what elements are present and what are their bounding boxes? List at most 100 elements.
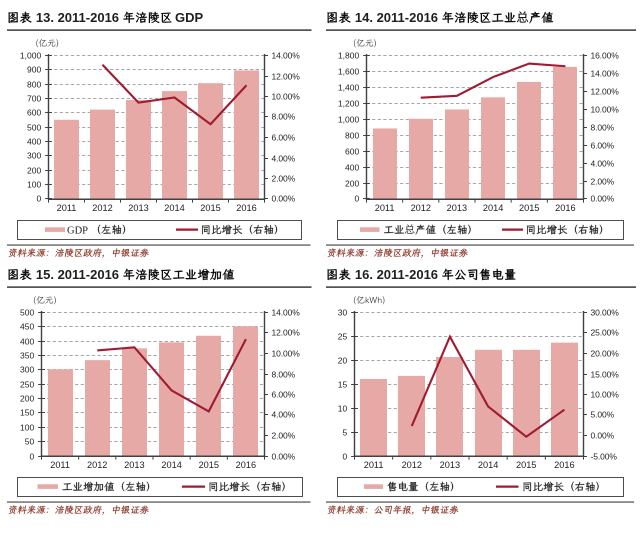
svg-text:10.00%: 10.00% — [591, 105, 620, 115]
svg-text:2012: 2012 — [87, 460, 107, 470]
svg-text:2013: 2013 — [124, 460, 144, 470]
svg-text:14.00%: 14.00% — [272, 308, 301, 318]
svg-text:8.00%: 8.00% — [272, 112, 296, 122]
svg-text:2015: 2015 — [519, 203, 539, 213]
svg-text:2013: 2013 — [128, 203, 148, 213]
svg-text:8.00%: 8.00% — [272, 370, 296, 380]
svg-text:1,800: 1,800 — [338, 51, 360, 61]
svg-text:1,000: 1,000 — [20, 51, 42, 61]
svg-text:900: 900 — [27, 65, 41, 75]
svg-text:14.00%: 14.00% — [591, 69, 620, 79]
svg-text:GDP: GDP — [175, 10, 204, 25]
svg-text:4.00%: 4.00% — [591, 159, 615, 169]
svg-text:350: 350 — [20, 351, 34, 361]
svg-text:2014: 2014 — [164, 203, 184, 213]
svg-text:2011: 2011 — [50, 460, 70, 470]
svg-text:2011: 2011 — [57, 203, 77, 213]
svg-text:20: 20 — [338, 356, 348, 366]
svg-text:10.00%: 10.00% — [272, 349, 301, 359]
svg-text:500: 500 — [20, 308, 34, 318]
svg-text:2014: 2014 — [483, 203, 503, 213]
svg-text:14.00%: 14.00% — [272, 51, 301, 61]
svg-text:600: 600 — [345, 147, 359, 157]
svg-text:16. 2011-2016: 16. 2011-2016 — [355, 267, 438, 282]
svg-text:6.00%: 6.00% — [272, 133, 296, 143]
svg-text:2015: 2015 — [516, 460, 536, 470]
svg-text:1,200: 1,200 — [338, 99, 360, 109]
svg-text:0.00%: 0.00% — [591, 431, 615, 441]
svg-text:10.00%: 10.00% — [591, 390, 620, 400]
svg-text:30.00%: 30.00% — [591, 308, 620, 318]
svg-text:0.00%: 0.00% — [272, 452, 296, 462]
svg-text:5.00%: 5.00% — [591, 410, 615, 420]
svg-text:2015: 2015 — [199, 460, 219, 470]
svg-text:2015: 2015 — [200, 203, 220, 213]
svg-text:4.00%: 4.00% — [272, 154, 296, 164]
svg-text:250: 250 — [20, 380, 34, 390]
svg-text:450: 450 — [20, 322, 34, 332]
svg-text:2013: 2013 — [440, 460, 460, 470]
svg-text:2016: 2016 — [554, 460, 574, 470]
svg-text:25: 25 — [338, 332, 348, 342]
svg-text:2.00%: 2.00% — [272, 174, 296, 184]
svg-text:2.00%: 2.00% — [272, 431, 296, 441]
svg-text:400: 400 — [20, 337, 34, 347]
svg-text:2.00%: 2.00% — [591, 177, 615, 187]
svg-text:13. 2011-2016: 13. 2011-2016 — [36, 10, 119, 25]
svg-text:2014: 2014 — [161, 460, 181, 470]
svg-text:50: 50 — [25, 437, 35, 447]
svg-text:10.00%: 10.00% — [272, 92, 301, 102]
svg-text:0: 0 — [36, 194, 41, 204]
svg-text:2012: 2012 — [92, 203, 112, 213]
svg-text:150: 150 — [20, 408, 34, 418]
svg-text:1,000: 1,000 — [338, 115, 360, 125]
svg-text:2013: 2013 — [447, 203, 467, 213]
svg-text:2012: 2012 — [402, 460, 422, 470]
svg-text:16.00%: 16.00% — [591, 51, 620, 61]
svg-text:200: 200 — [345, 179, 359, 189]
svg-text:0: 0 — [342, 452, 347, 462]
svg-text:25.00%: 25.00% — [591, 328, 620, 338]
svg-text:0: 0 — [29, 452, 34, 462]
svg-text:15.00%: 15.00% — [591, 370, 620, 380]
svg-text:1,600: 1,600 — [338, 67, 360, 77]
svg-text:300: 300 — [27, 151, 41, 161]
svg-text:800: 800 — [345, 131, 359, 141]
svg-text:2014: 2014 — [478, 460, 498, 470]
svg-text:12.00%: 12.00% — [591, 87, 620, 97]
svg-text:400: 400 — [345, 163, 359, 173]
svg-text:15: 15 — [338, 380, 348, 390]
svg-text:800: 800 — [27, 80, 41, 90]
svg-text:-5.00%: -5.00% — [591, 452, 618, 462]
svg-text:1,400: 1,400 — [338, 83, 360, 93]
svg-text:2012: 2012 — [411, 203, 431, 213]
svg-text:20.00%: 20.00% — [591, 349, 620, 359]
svg-text:700: 700 — [27, 94, 41, 104]
svg-text:30: 30 — [338, 308, 348, 318]
svg-text:0.00%: 0.00% — [272, 194, 296, 204]
svg-text:100: 100 — [20, 423, 34, 433]
svg-text:2011: 2011 — [364, 460, 384, 470]
svg-text:2016: 2016 — [555, 203, 575, 213]
svg-text:12.00%: 12.00% — [272, 72, 301, 82]
svg-text:300: 300 — [20, 365, 34, 375]
svg-text:100: 100 — [27, 180, 41, 190]
svg-text:GDP: GDP — [67, 225, 88, 236]
svg-text:6.00%: 6.00% — [591, 141, 615, 151]
svg-text:8.00%: 8.00% — [591, 123, 615, 133]
svg-text:0.00%: 0.00% — [591, 194, 615, 204]
svg-text:15. 2011-2016: 15. 2011-2016 — [36, 267, 119, 282]
svg-text:6.00%: 6.00% — [272, 390, 296, 400]
svg-text:4.00%: 4.00% — [272, 410, 296, 420]
svg-text:5: 5 — [342, 428, 347, 438]
svg-text:2016: 2016 — [236, 203, 256, 213]
svg-text:200: 200 — [27, 166, 41, 176]
svg-text:2011: 2011 — [375, 203, 395, 213]
svg-text:200: 200 — [20, 394, 34, 404]
svg-text:0: 0 — [354, 194, 359, 204]
svg-text:14. 2011-2016: 14. 2011-2016 — [355, 10, 438, 25]
svg-text:10: 10 — [338, 404, 348, 414]
svg-text:2016: 2016 — [236, 460, 256, 470]
svg-text:400: 400 — [27, 137, 41, 147]
svg-text:500: 500 — [27, 123, 41, 133]
